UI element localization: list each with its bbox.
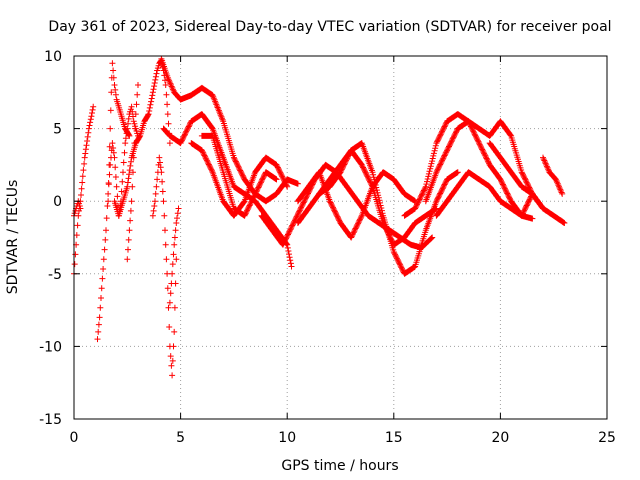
series-7-markers xyxy=(149,154,180,379)
series-21 xyxy=(540,154,566,197)
series-19-markers xyxy=(433,169,536,222)
series-8 xyxy=(166,205,182,306)
y-tick-label: 0 xyxy=(53,194,62,210)
series-12-markers xyxy=(198,132,280,219)
x-tick-label: 10 xyxy=(278,430,296,446)
series-3-markers xyxy=(94,103,141,343)
series-19 xyxy=(433,169,536,222)
series-6 xyxy=(124,82,141,263)
grid-lines xyxy=(74,56,607,419)
x-tick-label: 5 xyxy=(176,430,185,446)
series-10 xyxy=(160,111,295,270)
tick-labels: 0 5 10 15 20 25 -15 -10 -5 0 5 10 xyxy=(39,49,616,446)
series-9-markers xyxy=(158,55,301,205)
x-tick-label: 0 xyxy=(70,430,79,446)
y-tick-label: -15 xyxy=(39,412,62,428)
series-9 xyxy=(158,55,301,205)
x-tick-label: 20 xyxy=(491,430,509,446)
series-7 xyxy=(149,154,180,379)
y-axis-label: SDTVAR / TECUs xyxy=(5,180,21,295)
series-4-markers xyxy=(105,60,133,205)
series-10-markers xyxy=(160,111,295,270)
y-tick-label: 10 xyxy=(44,49,62,65)
y-tick-label: 5 xyxy=(53,122,62,138)
series-16-markers xyxy=(316,140,461,277)
tick-marks xyxy=(73,55,608,420)
series-16 xyxy=(316,140,461,277)
plot-frame xyxy=(73,55,608,420)
series-3 xyxy=(94,103,141,343)
series-4 xyxy=(105,60,133,205)
series-20-markers xyxy=(486,140,568,226)
data-points xyxy=(71,55,568,379)
chart-title: Day 361 of 2023, Sidereal Day-to-day VTE… xyxy=(48,19,611,35)
series-11-markers xyxy=(188,140,291,219)
x-tick-label: 15 xyxy=(385,430,403,446)
y-tick-label: -10 xyxy=(39,339,62,355)
series-11 xyxy=(188,140,291,219)
series-8-markers xyxy=(166,205,182,306)
series-21-markers xyxy=(540,154,566,197)
x-axis-label: GPS time / hours xyxy=(281,458,398,474)
x-tick-label: 25 xyxy=(598,430,616,446)
series-12 xyxy=(198,132,280,219)
series-6-markers xyxy=(124,82,141,263)
y-tick-label: -5 xyxy=(48,267,62,283)
series-20 xyxy=(486,140,568,226)
